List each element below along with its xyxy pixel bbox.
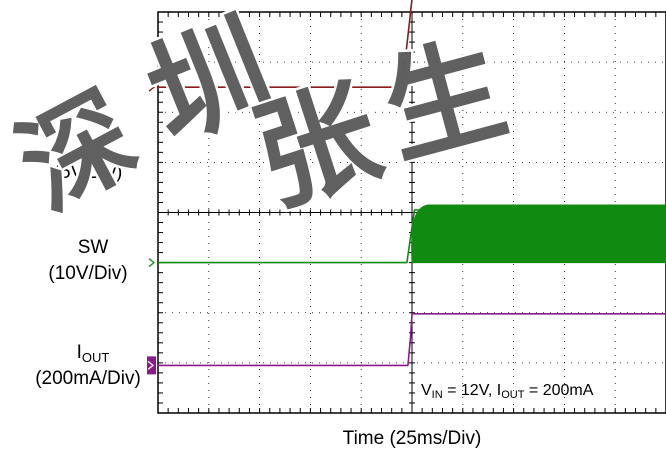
vin-trace — [158, 0, 413, 88]
vin-label-main: V — [80, 136, 93, 157]
vin-label-sub: IN — [93, 144, 106, 159]
iout-scale-label: (200mA/Div) — [35, 368, 141, 389]
sw-label-main: SW — [78, 237, 109, 258]
annotation-segment: V — [421, 382, 432, 399]
iout-trace — [158, 312, 666, 367]
annotation-text: VIN = 12V, IOUT = 200mA — [421, 382, 594, 401]
sw-switching-band — [411, 204, 666, 264]
sw-trace — [158, 209, 666, 264]
watermark-glyph: 生 — [370, 18, 520, 182]
annotation-segment: = 12V, I — [443, 382, 502, 399]
iout-level-marker — [147, 356, 156, 375]
sw-label: SW — [78, 237, 109, 258]
channel-labels: VIN (5V/Div) SW (10V/Div) IOUT (200mA/Div) — [35, 82, 156, 389]
x-axis-label: Time (25ms/Div) — [343, 428, 482, 449]
sw-level-marker — [148, 258, 156, 268]
annotation-segment: = 200mA — [524, 382, 593, 399]
iout-level-marker-chevron — [147, 360, 154, 370]
trace-layer — [158, 0, 666, 367]
iout-label: IOUT — [77, 342, 110, 365]
test-condition-annotation: VIN = 12V, IOUT = 200mA — [421, 382, 594, 401]
iout-label-sub: OUT — [82, 350, 110, 365]
annotation-subscript: IN — [432, 389, 443, 401]
vin-level-marker — [148, 82, 156, 92]
vin-label: VIN — [80, 136, 106, 159]
sw-scale-label: (10V/Div) — [48, 263, 127, 284]
watermark-glyph: 深 — [0, 69, 156, 234]
iout-label-main: I — [77, 342, 82, 363]
vin-scale-label: (5V/Div) — [54, 162, 123, 183]
annotation-subscript: OUT — [501, 389, 525, 401]
